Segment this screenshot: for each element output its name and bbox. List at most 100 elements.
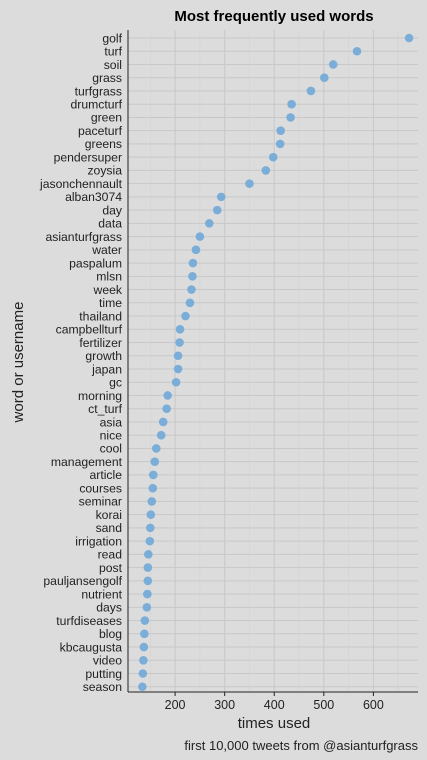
data-point <box>276 126 285 135</box>
data-point <box>195 232 205 241</box>
y-tick-label: turfdiseases <box>56 614 122 628</box>
y-tick-label: jasonchennault <box>39 177 123 191</box>
x-tick-label: 600 <box>363 698 384 712</box>
data-point <box>147 497 157 506</box>
data-point <box>275 139 285 149</box>
y-tick-labels: golfturfsoilgrassturfgrassdrumcturfgreen… <box>39 31 123 694</box>
data-point <box>142 603 152 612</box>
data-point <box>150 457 160 466</box>
y-tick-label: zoysia <box>87 164 122 178</box>
data-point <box>171 377 181 387</box>
data-point <box>188 258 198 268</box>
y-tick-label: morning <box>78 389 122 403</box>
y-tick-label: day <box>102 203 123 217</box>
data-point <box>140 629 149 639</box>
grid <box>128 30 418 692</box>
data-point <box>187 285 196 294</box>
y-tick-label: data <box>98 217 122 231</box>
data-point <box>175 338 184 347</box>
data-point <box>212 205 222 215</box>
data-points <box>138 33 414 692</box>
data-point <box>143 589 152 599</box>
data-point <box>352 46 362 56</box>
y-tick-label: week <box>93 283 123 297</box>
y-tick-label: drumcturf <box>71 98 123 112</box>
data-point <box>144 550 153 559</box>
data-point <box>181 311 190 321</box>
data-point <box>148 483 158 493</box>
y-tick-label: alban3074 <box>65 190 122 204</box>
data-point <box>320 73 329 83</box>
data-point <box>148 470 158 480</box>
y-tick-label: green <box>91 111 122 125</box>
data-point <box>204 219 214 228</box>
caption: first 10,000 tweets from @asianturfgrass <box>184 738 418 753</box>
data-point <box>139 642 149 652</box>
data-point <box>151 444 161 453</box>
y-tick-label: irrigation <box>75 534 122 548</box>
y-tick-label: water <box>91 243 122 257</box>
x-axis-title: times used <box>238 715 311 732</box>
y-tick-label: grass <box>92 71 122 85</box>
data-point <box>185 298 195 308</box>
y-tick-label: campbellturf <box>56 323 123 337</box>
y-tick-label: paspalum <box>69 256 122 270</box>
y-tick-label: turfgrass <box>75 84 122 98</box>
y-tick-label: mlsn <box>96 270 122 284</box>
data-point <box>328 60 338 69</box>
y-tick-label: days <box>96 601 122 615</box>
data-point <box>268 152 278 162</box>
x-tick-label: 300 <box>214 698 235 712</box>
y-tick-label: blog <box>99 627 122 641</box>
y-tick-label: fertilizer <box>79 336 122 350</box>
data-point <box>175 324 185 334</box>
y-tick-label: management <box>51 455 123 469</box>
y-tick-label: gc <box>109 376 122 390</box>
data-point <box>173 364 183 374</box>
data-point <box>145 536 155 546</box>
data-point <box>245 179 254 188</box>
y-tick-label: cool <box>100 442 122 456</box>
y-tick-label: sand <box>96 521 122 535</box>
y-tick-label: seminar <box>79 495 122 509</box>
y-tick-label: putting <box>85 667 122 681</box>
y-tick-label: turf <box>104 45 122 59</box>
x-tick-labels: 200 300 400 500 600 <box>165 692 384 712</box>
y-tick-label: nutrient <box>81 587 122 601</box>
data-point <box>138 682 147 692</box>
data-point <box>143 576 153 586</box>
data-point <box>163 391 172 400</box>
data-point <box>146 523 155 533</box>
x-tick-label: 500 <box>313 698 334 712</box>
y-tick-label: time <box>99 296 122 310</box>
data-point <box>188 272 197 281</box>
data-point <box>139 655 148 665</box>
data-point <box>173 351 183 361</box>
y-tick-label: read <box>98 548 122 562</box>
y-tick-label: courses <box>79 481 122 495</box>
y-tick-label: greens <box>85 137 122 151</box>
data-point <box>287 99 296 109</box>
data-point <box>143 563 153 572</box>
y-tick-label: korai <box>96 508 122 522</box>
x-tick-label: 200 <box>165 698 186 712</box>
y-tick-label: video <box>93 654 122 668</box>
y-tick-label: post <box>99 561 123 575</box>
y-tick-label: article <box>89 468 122 482</box>
y-tick-label: kbcaugusta <box>60 640 123 654</box>
data-point <box>162 404 171 414</box>
data-point <box>306 86 316 96</box>
y-tick-label: pendersuper <box>54 150 122 164</box>
y-tick-label: ct_turf <box>88 402 122 416</box>
data-point <box>261 166 271 175</box>
y-tick-label: pauljansengolf <box>43 574 122 588</box>
y-axis-title: word or username <box>10 302 27 424</box>
y-tick-label: japan <box>91 362 122 376</box>
y-tick-label: soil <box>104 58 122 72</box>
y-tick-label: paceturf <box>78 124 123 138</box>
data-point <box>404 33 414 43</box>
data-point <box>156 430 166 440</box>
y-tick-label: growth <box>85 349 122 363</box>
